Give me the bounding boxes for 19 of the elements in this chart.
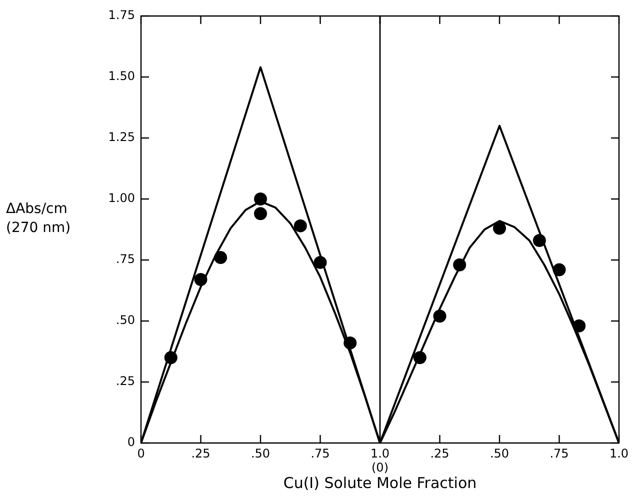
x-tick-label: 1.0 <box>609 446 629 460</box>
y-tick-label: .75 <box>116 252 135 266</box>
y-tick-label: .50 <box>116 313 135 328</box>
x-axis-title: Cu(I) Solute Mole Fraction <box>282 474 478 492</box>
x-tick-label: .50 <box>250 446 270 460</box>
y-tick-label: 1.50 <box>108 69 135 84</box>
x-tick-label: 0 <box>137 446 145 460</box>
y-tick-label: .25 <box>116 374 135 388</box>
y-tick-label: 1.75 <box>108 8 135 22</box>
x-tick-label: .25 <box>430 446 450 460</box>
x-tick-label: .75 <box>310 446 330 460</box>
x-tick-label: .50 <box>490 446 510 460</box>
y-tick-label: 0 <box>127 435 135 450</box>
y-axis-title: ΔAbs/cm (270 nm) <box>6 200 71 238</box>
x-tick-label: .75 <box>550 446 569 460</box>
x-tick-label: 1.0 (0) <box>370 446 390 475</box>
y-tick-label: 1.25 <box>108 130 135 144</box>
x-tick-label: .25 <box>191 446 210 460</box>
y-tick-label: 1.00 <box>108 191 135 206</box>
